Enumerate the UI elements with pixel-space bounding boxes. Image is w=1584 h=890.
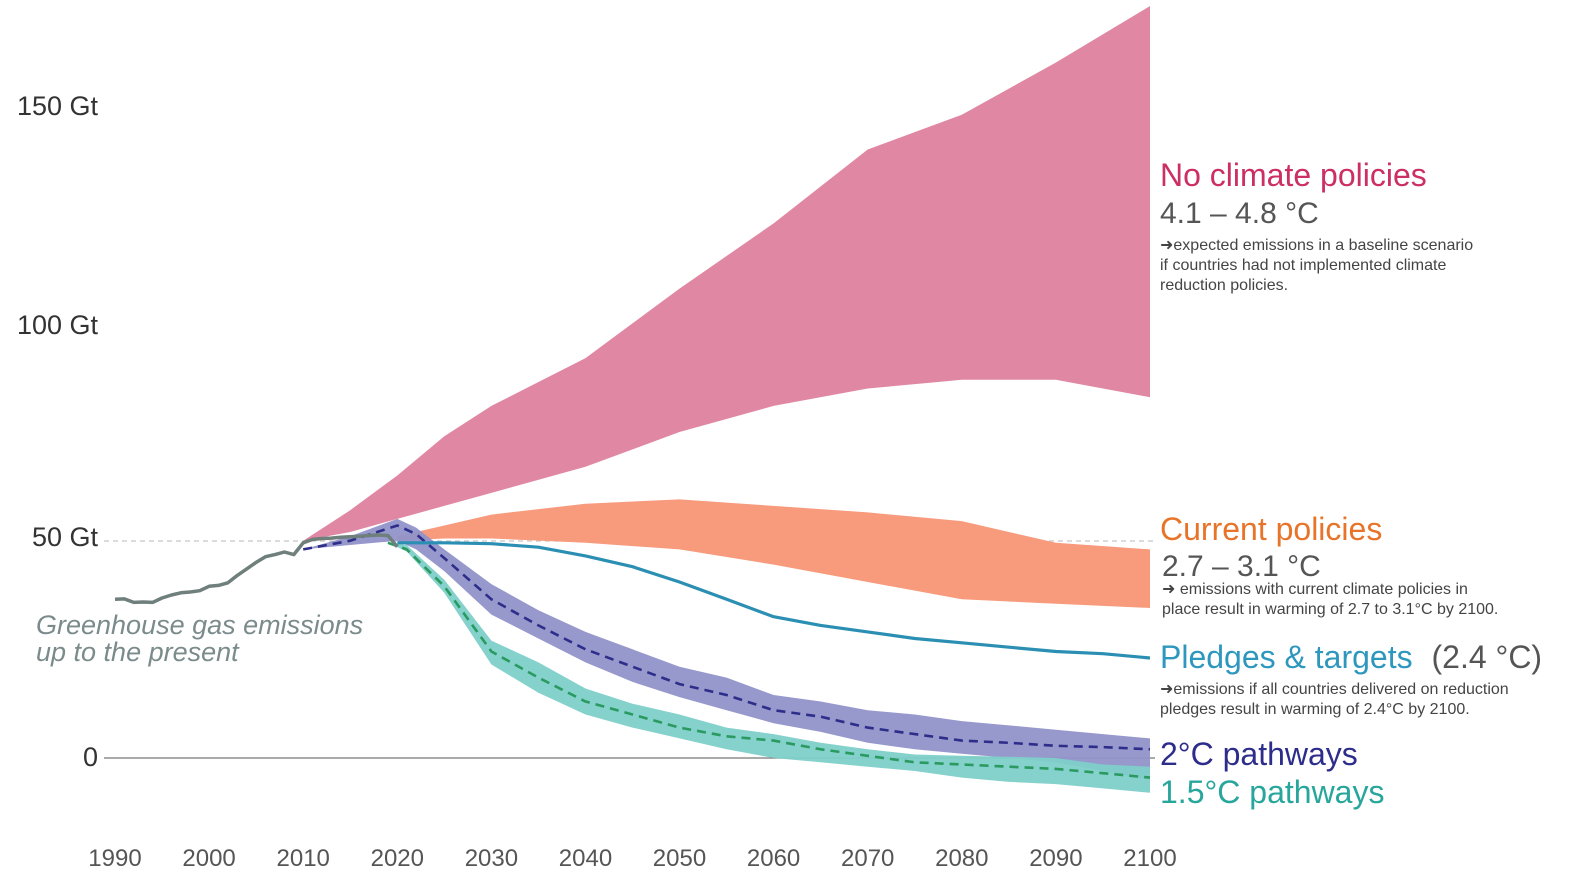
history-line bbox=[114, 533, 399, 605]
legend-temp: 4.1 – 4.8 °C bbox=[1160, 197, 1319, 230]
y-tick-label: 150 Gt bbox=[17, 91, 99, 121]
x-tick-label: 2060 bbox=[747, 845, 800, 872]
legend-no-climate-policies: No climate policies 4.1 – 4.8 °C ➜expect… bbox=[1160, 157, 1473, 294]
legend-note: place result in warming of 2.7 to 3.1°C … bbox=[1162, 601, 1498, 618]
history-label: Greenhouse gas emissions up to the prese… bbox=[36, 610, 363, 667]
x-tick-label: 1990 bbox=[88, 845, 141, 872]
x-tick-label: 2070 bbox=[841, 845, 894, 872]
legend-note: ➜ emissions with current climate policie… bbox=[1162, 581, 1468, 598]
band-1-5-c-pathways bbox=[387, 542, 1150, 793]
y-tick-label: 100 Gt bbox=[17, 310, 99, 340]
band-current-policies bbox=[397, 499, 1150, 608]
band-no-climate-policies bbox=[303, 6, 1150, 541]
x-tick-label: 2030 bbox=[465, 845, 518, 872]
legend-title: Current policies bbox=[1160, 511, 1382, 547]
legend-note: ➜expected emissions in a baseline scenar… bbox=[1160, 237, 1473, 254]
legend-current-policies: Current policies 2.7 – 3.1 °C ➜ emission… bbox=[1160, 511, 1498, 618]
legend-title-name: Pledges & targets bbox=[1160, 639, 1413, 675]
legend-pledges-targets: Pledges & targets (2.4 °C) ➜emissions if… bbox=[1160, 639, 1542, 718]
history-label-line-1: Greenhouse gas emissions bbox=[36, 610, 363, 640]
x-tick-label: 2090 bbox=[1029, 845, 1082, 872]
x-tick-label: 2080 bbox=[935, 845, 988, 872]
x-tick-label: 2050 bbox=[653, 845, 706, 872]
scenario-lines bbox=[114, 524, 1151, 779]
legend-title-temp: (2.4 °C) bbox=[1431, 639, 1542, 675]
legend-temp: 2.7 – 3.1 °C bbox=[1162, 550, 1321, 583]
legend-title: Pledges & targets (2.4 °C) bbox=[1160, 639, 1542, 675]
y-axis-ticks: 150 Gt 100 Gt 50 Gt 0 bbox=[17, 91, 99, 772]
median-line-1-5-c-pathways bbox=[387, 541, 1151, 779]
x-axis-ticks: 1990 2000 2010 2020 2030 2040 2050 2060 2070 2080… bbox=[88, 845, 1176, 872]
x-tick-label: 2100 bbox=[1123, 845, 1176, 872]
legend-note: if countries had not implemented climate bbox=[1160, 257, 1446, 274]
legend-title: No climate policies bbox=[1160, 157, 1427, 193]
median-line-2-c-pathways bbox=[302, 524, 1151, 751]
history-label-line-2: up to the present bbox=[36, 637, 240, 667]
scenario-bands bbox=[303, 6, 1150, 793]
x-tick-label: 2040 bbox=[559, 845, 612, 872]
y-tick-label: 0 bbox=[83, 742, 98, 772]
y-tick-label: 50 Gt bbox=[32, 522, 99, 552]
legend-note: pledges result in warming of 2.4°C by 21… bbox=[1160, 701, 1470, 718]
legend-note: ➜emissions if all countries delivered on… bbox=[1160, 681, 1509, 698]
x-tick-label: 2000 bbox=[182, 845, 235, 872]
band-2-c-pathways bbox=[303, 518, 1150, 780]
line-pledges-targets bbox=[397, 541, 1151, 660]
legend-2c-pathways: 2°C pathways bbox=[1160, 736, 1358, 772]
x-tick-label: 2010 bbox=[277, 845, 330, 872]
x-tick-label: 2020 bbox=[371, 845, 424, 872]
legend-note: reduction policies. bbox=[1160, 277, 1288, 294]
legend-1-5c-pathways: 1.5°C pathways bbox=[1160, 774, 1384, 810]
